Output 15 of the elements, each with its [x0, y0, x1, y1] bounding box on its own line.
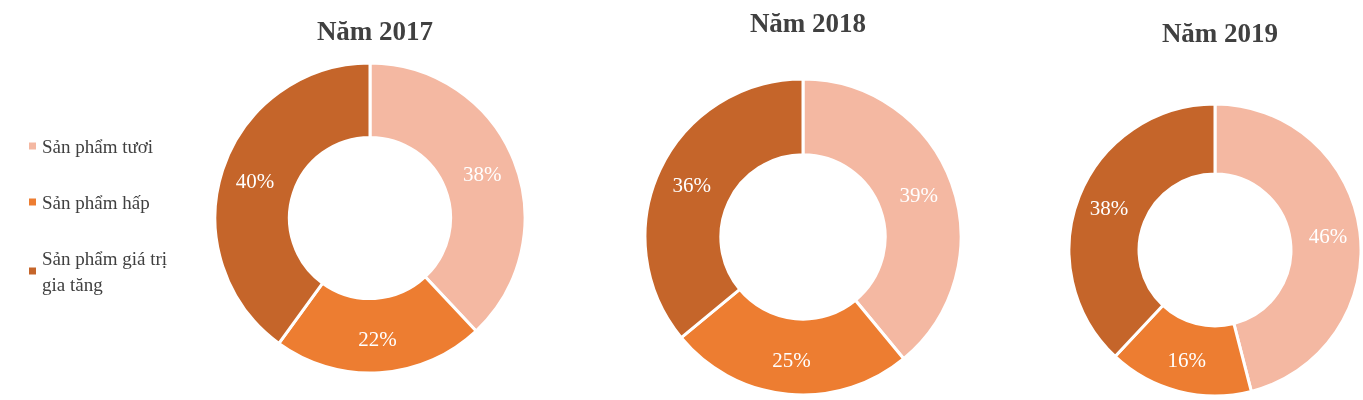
data-label: 40% — [235, 168, 275, 193]
data-label: 46% — [1308, 223, 1348, 248]
data-label: 16% — [1167, 348, 1206, 373]
data-label: 36% — [672, 172, 711, 197]
chart-title: Năm 2017 — [316, 15, 434, 46]
legend-label: Sản phẩm giá trị gia tăng — [42, 247, 172, 295]
chart-title: Năm 2019 — [1161, 17, 1279, 48]
legend-label: Sản phẩm hấp — [42, 191, 150, 213]
chart-title: Năm 2018 — [749, 7, 867, 38]
data-label: 22% — [358, 326, 397, 351]
data-label: 39% — [899, 183, 939, 208]
data-label: 25% — [772, 347, 811, 372]
data-label: 38% — [463, 161, 502, 186]
legend-label: Sản phẩm tươi — [42, 135, 154, 157]
data-label: 38% — [1089, 196, 1129, 221]
